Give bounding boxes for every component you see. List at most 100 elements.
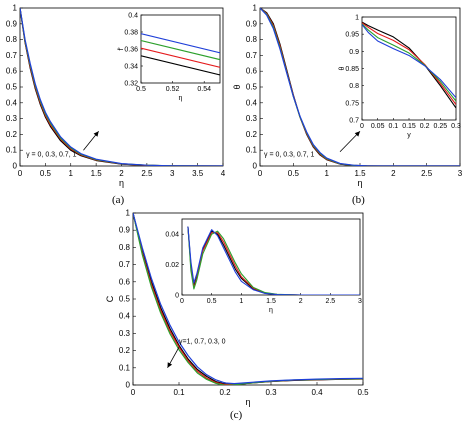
chart-c-ytick-label: 0.5	[119, 295, 131, 304]
chart-b-inset-series-group	[362, 21, 456, 109]
chart-c-ytick-label: 1	[126, 209, 131, 218]
chart-b-ytick-label: 0.9	[246, 19, 258, 28]
chart-b-xtick-label: 1.5	[354, 169, 366, 178]
chart-a-series-group	[20, 8, 223, 166]
chart-b-ylabel: θ	[232, 84, 242, 89]
chart-a-xtick-label: 0	[18, 169, 23, 178]
chart-c-inset-series-blue	[187, 226, 360, 295]
chart-c-ytick-label: 0.6	[119, 277, 131, 286]
panel-label-a: (a)	[112, 194, 125, 206]
chart-a-xtick-label: 3	[170, 169, 175, 178]
chart-b-ytick-label: 0	[253, 162, 258, 171]
chart-a-inset-plot: 0.5 0.52 0.54 0.32 0.34 0.36 0.38 0.4 η f'	[118, 13, 221, 102]
chart-c-inset-ytick-label: 0	[175, 293, 179, 300]
chart-b-inset-ytick-label: 1	[355, 15, 359, 22]
chart-b-xtick-label: 0.5	[288, 169, 300, 178]
chart-c-inset-xtick-label: 2	[299, 298, 303, 305]
chart-a-inset-xlabel: η	[179, 95, 183, 102]
chart-a-inset-frame	[140, 14, 221, 84]
chart-c-series-blue	[133, 213, 363, 385]
chart-c-inset-xlabel: η	[269, 307, 273, 314]
chart-b-series-group	[260, 8, 460, 166]
chart-a-xtick-label: 3.5	[192, 169, 204, 178]
chart-c-arrow-head	[167, 362, 173, 368]
chart-b-inset-xtick-label: 0.3	[451, 123, 461, 130]
chart-c-xtick-label: 0.5	[357, 388, 369, 397]
chart-b-inset-ytick-label: 0.7	[349, 118, 359, 125]
chart-a-ytick-label: 0.4	[6, 98, 18, 107]
chart-a-ytick-label: 0.5	[6, 83, 18, 92]
chart-b-ytick-label: 0.1	[246, 146, 258, 155]
chart-b-ytick-label: 0.3	[246, 114, 258, 123]
chart-a-xtick-label: 1.5	[91, 169, 103, 178]
chart-c-xtick-label: 0	[131, 388, 136, 397]
chart-c-inset-xtick-label: 1	[239, 298, 243, 305]
chart-a-ytick-label: 0.2	[6, 130, 18, 139]
chart-a-ytick-label: 0.7	[6, 51, 18, 60]
panel-label-c: (c)	[230, 409, 243, 421]
chart-a-ytick-label: 0.8	[6, 35, 18, 44]
chart-b-inset-ytick-label: 0.75	[345, 100, 359, 107]
chart-a-xtick-label: 1	[69, 169, 74, 178]
chart-a-xtick-label: 0.5	[40, 169, 52, 178]
chart-c-ytick-label: 0.9	[119, 226, 131, 235]
chart-a-inset-ytick-label: 0.4	[128, 13, 138, 20]
chart-a-inset-ytick-label: 0.34	[124, 64, 138, 71]
chart-b-ytick-label: 1	[253, 4, 258, 13]
chart-a-xtick-label: 2	[119, 169, 124, 178]
chart-b-inset-xtick-label: 0.25	[434, 123, 448, 130]
chart-c-ytick-label: 0.1	[119, 363, 131, 372]
chart-b-inset-ytick-label: 0.95	[345, 32, 359, 39]
chart-a-inset-xtick-label: 0.54	[197, 86, 211, 93]
chart-b-inset-xtick-label: 0.1	[388, 123, 398, 130]
chart-c-inset-xtick-label: 1.5	[266, 298, 276, 305]
chart-a-ytick-label: 0.9	[6, 19, 18, 28]
chart-b-ytick-label: 0.5	[246, 83, 258, 92]
chart-a-ytick-label: 0.3	[6, 114, 18, 123]
chart-a-inset-series-blue	[141, 33, 220, 54]
chart-a-inset-series-green	[141, 39, 220, 61]
chart-c-inset-plot: 0 0.5 1 1.5 2 2.5 3 0 0.02 0.04 η	[165, 218, 362, 314]
chart-a-inset-series-red	[141, 47, 220, 68]
chart-b-inset-xlabel: y	[407, 132, 411, 139]
chart-a-arrow-head	[93, 131, 99, 137]
chart-b-inset-ytick-label: 0.8	[349, 83, 359, 90]
chart-c-xtick-label: 0.4	[311, 388, 323, 397]
chart-a-inset-series-black	[141, 55, 220, 76]
chart-b-ytick-label: 0.8	[246, 35, 258, 44]
chart-c-inset-ytick-label: 0.04	[165, 232, 179, 239]
chart-c-annotation: γ=1, 0.7, 0.3, 0	[179, 339, 226, 346]
chart-a-xtick-label: 2.5	[141, 169, 153, 178]
chart-b-inset-xtick-label: 0.05	[371, 123, 385, 130]
chart-b-ytick-label: 0.7	[246, 51, 258, 60]
chart-c-xtick-label: 0.3	[265, 388, 277, 397]
chart-b-inset-xtick-label: 0.15	[402, 123, 416, 130]
chart-a-inset-ytick-label: 0.32	[124, 81, 138, 88]
chart-b-inset-ytick-label: 0.85	[345, 66, 359, 73]
chart-a-inset-xtick-label: 0.52	[166, 86, 180, 93]
chart-b-inset-series-green	[362, 23, 456, 102]
chart-b-xtick-label: 2.5	[421, 169, 433, 178]
chart-b-inset-xtick-label: 0	[360, 123, 364, 130]
chart-c-inset-xtick-label: 3	[358, 298, 362, 305]
chart-c-ytick-label: 0.4	[119, 312, 131, 321]
chart-c-inset-ytick-label: 0.02	[165, 262, 179, 269]
chart-c-xtick-label: 0.2	[219, 388, 231, 397]
chart-a-xlabel: η	[119, 178, 124, 188]
chart-c-xlabel: η	[245, 397, 250, 407]
chart-b-inset-series-black	[362, 21, 456, 109]
chart-a-inset-series-group	[141, 33, 220, 76]
chart-a-xtick-label: 4	[221, 169, 226, 178]
chart-c-ytick-label: 0.8	[119, 243, 131, 252]
chart-b-ytick-label: 0.6	[246, 67, 258, 76]
chart-c-ytick-label: 0	[126, 381, 131, 390]
chart-b-inset-xtick-label: 0.2	[420, 123, 430, 130]
chart-a-inset-ytick-label: 0.38	[124, 30, 138, 37]
chart-c-xtick-label: 0.1	[173, 388, 185, 397]
chart-c-inset-xtick-label: 0.5	[207, 298, 217, 305]
chart-b-inset-ylabel: θ	[339, 66, 346, 70]
chart-b-xtick-label: 0	[258, 169, 263, 178]
chart-c-ylabel: C	[105, 295, 115, 302]
chart-c-inset-series-group	[187, 226, 360, 295]
chart-b-xlabel: η	[357, 178, 362, 188]
